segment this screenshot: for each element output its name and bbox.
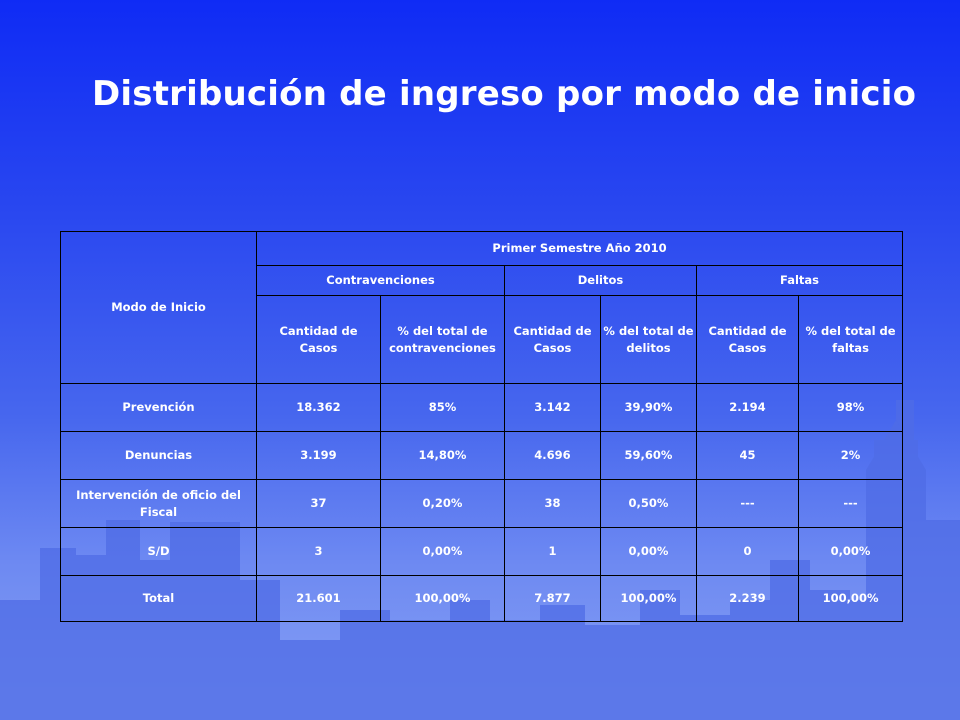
table-cell: --- [797, 479, 904, 528]
table-cell: 1 [504, 527, 601, 576]
table-cell: 85% [380, 383, 505, 432]
table-cell: 0,00% [380, 527, 505, 576]
header-row-subheaders: Cantidad de Casos % del total de contrav… [61, 295, 904, 384]
table-row: Intervención de oficio del Fiscal 37 0,2… [60, 479, 904, 528]
table-row: Denuncias 3.199 14,80% 4.696 59,60% 45 2… [60, 431, 904, 480]
header-row-groups: Contravenciones Delitos Faltas [61, 265, 904, 296]
subheader-cell: Cantidad de Casos [256, 295, 381, 384]
subheader-cell: Cantidad de Casos [504, 295, 601, 384]
table-cell: 37 [256, 479, 381, 528]
table-cell: 0,00% [797, 527, 904, 576]
total-cell: 100,00% [797, 575, 904, 622]
total-cell: 7.877 [504, 575, 601, 622]
table-cell: 98% [797, 383, 904, 432]
table-row: S/D 3 0,00% 1 0,00% 0 0,00% [60, 527, 904, 576]
total-cell: 100,00% [600, 575, 697, 622]
header-row-period: Modo de Inicio Primer Semestre Año 2010 [60, 231, 904, 384]
subheader-cell: % del total de delitos [600, 295, 697, 384]
table-cell: --- [696, 479, 799, 528]
table-cell: 3 [256, 527, 381, 576]
table-row: Prevención 18.362 85% 3.142 39,90% 2.194… [60, 383, 904, 432]
table-cell: 0,00% [600, 527, 697, 576]
table-cell: 18.362 [256, 383, 381, 432]
group-header-faltas: Faltas [695, 265, 904, 296]
row-header-cell: Modo de Inicio [60, 231, 257, 384]
slide-title: Distribución de ingreso por modo de inic… [92, 74, 917, 114]
period-header: Primer Semestre Año 2010 [255, 231, 904, 266]
total-cell: 21.601 [256, 575, 381, 622]
subheader-cell: % del total de faltas [797, 295, 904, 384]
total-row: Total 21.601 100,00% 7.877 100,00% 2.239… [60, 575, 904, 622]
table-cell: 3.199 [256, 431, 381, 480]
total-cell: 100,00% [380, 575, 505, 622]
table-cell: 14,80% [380, 431, 505, 480]
table-cell: 2.194 [696, 383, 799, 432]
row-label: Intervención de oficio del Fiscal [60, 479, 257, 528]
group-header-delitos: Delitos [504, 265, 697, 296]
subheader-cell: Cantidad de Casos [696, 295, 799, 384]
table-cell: 0 [696, 527, 799, 576]
row-label: Denuncias [60, 431, 257, 480]
table-cell: 0,50% [600, 479, 697, 528]
row-label: S/D [60, 527, 257, 576]
table-cell: 3.142 [504, 383, 601, 432]
row-label: Prevención [60, 383, 257, 432]
table-cell: 45 [696, 431, 799, 480]
group-header-contravenciones: Contravenciones [256, 265, 505, 296]
table-cell: 2% [797, 431, 904, 480]
table-cell: 39,90% [600, 383, 697, 432]
data-table: Modo de Inicio Primer Semestre Año 2010 … [60, 231, 904, 622]
total-cell: 2.239 [696, 575, 799, 622]
subheader-cell: % del total de contravenciones [380, 295, 505, 384]
table-cell: 0,20% [380, 479, 505, 528]
table-cell: 38 [504, 479, 601, 528]
table-cell: 59,60% [600, 431, 697, 480]
table-cell: 4.696 [504, 431, 601, 480]
total-label: Total [60, 575, 257, 622]
